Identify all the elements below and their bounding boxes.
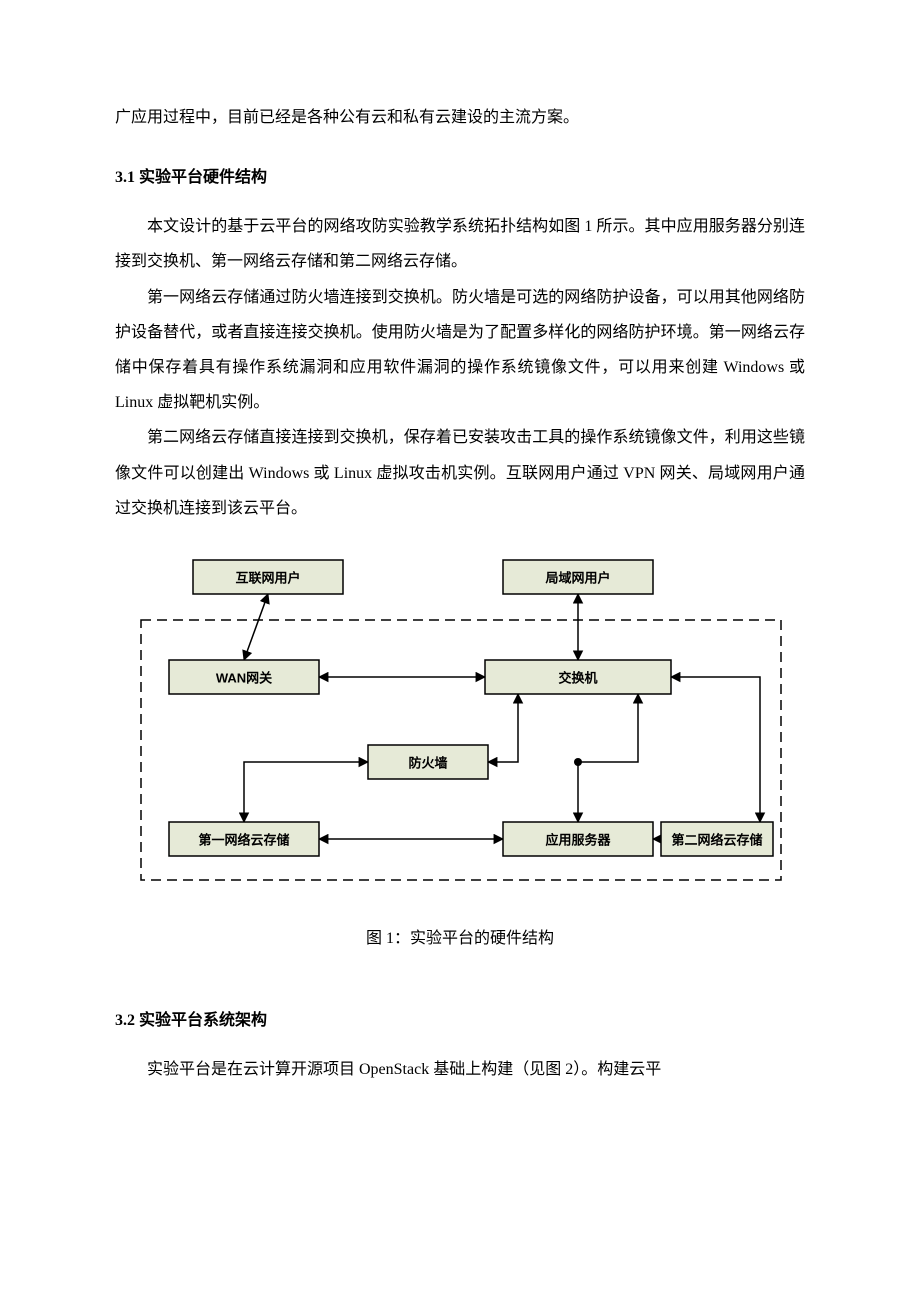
para-3-2-a: 实验平台是在云计算开源项目 OpenStack 基础上构建（见图 2）。构建云平: [115, 1052, 805, 1087]
figure-1: 互联网用户 局域网用户 WAN网关 交换机防火墙第一网络云存储 应用服务器 第二网络云存储…: [115, 550, 805, 958]
heading-3-1: 3.1 实验平台硬件结构: [115, 163, 805, 187]
figure-1-caption: 图 1：实验平台的硬件结构: [366, 924, 554, 948]
node-storage1-label: 第一网络云存储: [198, 832, 289, 847]
para-3-1-b: 第一网络云存储通过防火墙连接到交换机。防火墙是可选的网络防护设备，可以用其他网络…: [115, 280, 805, 421]
node-switch: 交换机: [485, 660, 671, 694]
node-firewall-label: 防火墙: [408, 755, 447, 770]
node-app_server-label: 应用服务器: [545, 832, 611, 847]
node-lan_user-label: 局域网用户: [545, 570, 610, 585]
node-storage2-label: 第二网络云存储: [671, 832, 762, 847]
node-storage1: 第一网络云存储: [169, 822, 319, 856]
intro-fragment: 广应用过程中，目前已经是各种公有云和私有云建设的主流方案。: [115, 100, 805, 135]
junction-dot: [574, 758, 582, 766]
edge-internet_user-wan_gw: [244, 594, 268, 660]
node-wan_gw: WAN网关: [169, 660, 319, 694]
node-switch-label: 交换机: [558, 670, 597, 685]
node-wan_gw-label: WAN网关: [215, 670, 271, 685]
node-lan_user: 局域网用户: [503, 560, 653, 594]
heading-3-2: 3.2 实验平台系统架构: [115, 1006, 805, 1030]
edge-switch_left-firewall: [488, 694, 518, 762]
hardware-topology-diagram: 互联网用户 局域网用户 WAN网关 交换机防火墙第一网络云存储 应用服务器 第二网络云存储: [133, 550, 788, 890]
node-internet_user-label: 互联网用户: [235, 570, 300, 585]
node-firewall: 防火墙: [368, 745, 488, 779]
document-page: 广应用过程中，目前已经是各种公有云和私有云建设的主流方案。 3.1 实验平台硬件…: [0, 0, 920, 1302]
para-3-1-c: 第二网络云存储直接连接到交换机，保存着已安装攻击工具的操作系统镜像文件，利用这些…: [115, 420, 805, 526]
edge-firewall-storage1: [244, 762, 368, 822]
edge-switch-storage2: [671, 677, 760, 822]
node-internet_user: 互联网用户: [193, 560, 343, 594]
node-storage2: 第二网络云存储: [661, 822, 773, 856]
node-app_server: 应用服务器: [503, 822, 653, 856]
para-3-1-a: 本文设计的基于云平台的网络攻防实验教学系统拓扑结构如图 1 所示。其中应用服务器…: [115, 209, 805, 279]
edge-switch_right-junction: [578, 694, 638, 762]
